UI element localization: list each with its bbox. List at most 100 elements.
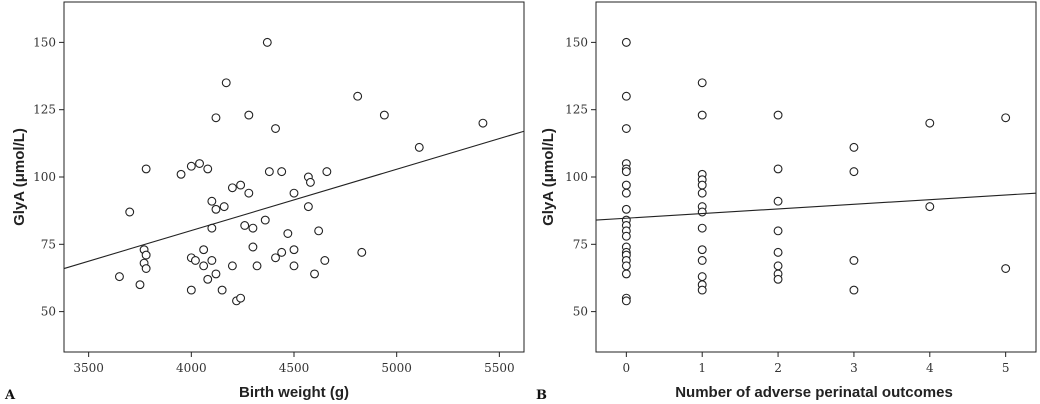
- panel-b-frame: [595, 1, 1037, 353]
- data-point: [697, 110, 707, 120]
- panel-b-yticks: 50 75 100 125 150: [565, 35, 596, 319]
- data-point: [697, 223, 707, 233]
- panel-b: 50 75 100 125 150 0 1 2 3 4 5 GlyA (μmol/L) Numbe…: [536, 1, 1037, 403]
- data-point: [211, 269, 221, 279]
- data-point: [379, 110, 389, 120]
- x-tick-label: 5500: [484, 361, 515, 375]
- panel-b-fit-line: [595, 192, 1037, 221]
- data-point: [190, 256, 200, 265]
- data-point: [621, 204, 631, 214]
- data-point: [289, 245, 299, 255]
- data-point: [621, 231, 631, 241]
- data-point: [203, 274, 213, 284]
- data-point: [621, 261, 631, 271]
- x-tick-label: 2: [774, 361, 782, 375]
- data-point: [849, 256, 859, 265]
- y-tick-label: 50: [573, 305, 588, 319]
- data-point: [773, 274, 783, 284]
- data-point: [697, 188, 707, 198]
- data-point: [199, 261, 209, 271]
- data-point: [925, 202, 935, 212]
- data-point: [697, 180, 707, 190]
- data-point: [227, 261, 237, 271]
- panel-b-points: [621, 37, 1011, 306]
- data-point: [289, 261, 299, 271]
- x-tick-label: 4000: [176, 361, 207, 375]
- data-point: [207, 196, 217, 206]
- data-point: [1001, 113, 1011, 123]
- data-point: [353, 91, 363, 101]
- panel-a-fit-line: [63, 130, 525, 270]
- data-point: [1001, 264, 1011, 273]
- data-point: [697, 207, 707, 217]
- data-point: [283, 229, 293, 238]
- data-point: [217, 285, 227, 295]
- data-point: [219, 202, 229, 212]
- data-point: [773, 110, 783, 120]
- data-point: [621, 37, 631, 47]
- data-point: [322, 167, 332, 177]
- x-tick-label: 0: [623, 361, 631, 375]
- data-point: [697, 245, 707, 255]
- data-point: [357, 247, 367, 257]
- x-tick-label: 1: [698, 361, 706, 375]
- data-point: [849, 142, 859, 152]
- data-point: [320, 256, 330, 265]
- data-point: [314, 226, 324, 236]
- data-point: [289, 188, 299, 198]
- data-point: [125, 207, 135, 217]
- x-tick-label: 4: [926, 361, 934, 375]
- data-point: [925, 118, 935, 128]
- data-point: [236, 293, 246, 303]
- data-point: [141, 250, 151, 260]
- y-tick-label: 100: [33, 170, 56, 184]
- data-point: [697, 285, 707, 295]
- data-point: [141, 264, 151, 273]
- x-tick-label: 3: [850, 361, 858, 375]
- panel-a-xlabel: Birth weight (g): [239, 384, 349, 401]
- data-point: [236, 180, 246, 190]
- data-point: [195, 159, 204, 168]
- data-point: [260, 215, 270, 225]
- y-tick-label: 100: [565, 170, 588, 184]
- data-point: [305, 177, 315, 187]
- data-point: [248, 242, 258, 252]
- data-point: [264, 167, 274, 177]
- data-point: [176, 169, 186, 179]
- data-point: [244, 188, 254, 198]
- y-tick-label: 50: [41, 305, 56, 319]
- data-point: [773, 164, 783, 174]
- panel-a-letter: A: [4, 388, 16, 403]
- data-point: [773, 226, 783, 236]
- data-point: [621, 180, 631, 190]
- panel-a-ylabel: GlyA (μmol/L): [11, 128, 28, 226]
- data-point: [199, 245, 209, 255]
- data-point: [773, 247, 783, 257]
- data-point: [621, 124, 631, 133]
- panel-a-points: [114, 37, 488, 306]
- data-point: [621, 296, 631, 306]
- y-tick-label: 125: [565, 103, 588, 117]
- data-point: [277, 167, 287, 177]
- data-point: [849, 285, 859, 295]
- data-point: [271, 124, 280, 133]
- data-point: [697, 256, 707, 265]
- data-point: [277, 247, 287, 257]
- data-point: [227, 183, 237, 193]
- y-tick-label: 150: [565, 35, 588, 49]
- data-point: [303, 202, 313, 212]
- data-point: [207, 256, 217, 265]
- panel-b-ylabel: GlyA (μmol/L): [540, 128, 557, 226]
- panel-a: 50 75 100 125 150 3500 4000 4500 5000 5500 GlyA …: [4, 1, 525, 403]
- y-tick-label: 150: [33, 35, 56, 49]
- data-point: [849, 167, 859, 177]
- data-point: [621, 269, 631, 279]
- data-point: [211, 113, 221, 123]
- data-point: [271, 253, 280, 263]
- data-point: [697, 78, 707, 88]
- data-point: [135, 280, 145, 290]
- data-point: [621, 188, 631, 198]
- data-point: [186, 161, 196, 171]
- x-tick-label: 4500: [279, 361, 310, 375]
